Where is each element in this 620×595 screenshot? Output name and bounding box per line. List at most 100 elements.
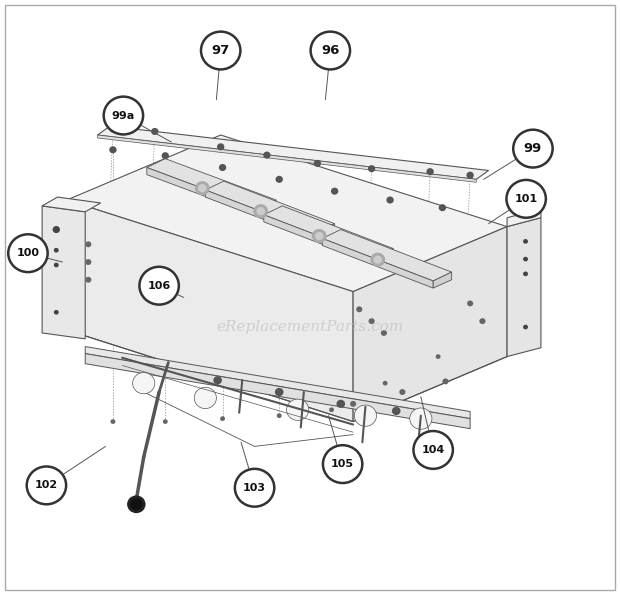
Circle shape — [329, 408, 334, 412]
Circle shape — [127, 496, 146, 513]
Polygon shape — [97, 126, 489, 179]
Circle shape — [315, 232, 324, 240]
Circle shape — [373, 255, 382, 264]
Circle shape — [414, 431, 453, 469]
Text: 99a: 99a — [112, 111, 135, 121]
Polygon shape — [42, 206, 85, 339]
Circle shape — [331, 187, 339, 195]
Circle shape — [109, 146, 117, 154]
Circle shape — [151, 128, 159, 135]
Circle shape — [264, 152, 270, 159]
Text: 97: 97 — [211, 44, 230, 57]
Circle shape — [275, 388, 283, 396]
Text: 99: 99 — [524, 142, 542, 155]
Text: eReplacementParts.com: eReplacementParts.com — [216, 320, 404, 334]
Circle shape — [85, 242, 91, 248]
Polygon shape — [507, 218, 541, 356]
Circle shape — [381, 330, 387, 336]
Polygon shape — [85, 353, 470, 428]
Circle shape — [54, 248, 59, 253]
Circle shape — [257, 207, 265, 215]
Text: 106: 106 — [148, 281, 171, 291]
Circle shape — [219, 164, 226, 171]
Circle shape — [104, 96, 143, 134]
Circle shape — [392, 407, 401, 415]
Circle shape — [8, 234, 48, 272]
Polygon shape — [264, 206, 393, 257]
Text: 105: 105 — [331, 459, 354, 469]
Circle shape — [213, 376, 222, 384]
Circle shape — [217, 143, 224, 151]
Circle shape — [110, 127, 116, 133]
Circle shape — [350, 401, 356, 407]
Circle shape — [410, 408, 432, 429]
Circle shape — [368, 165, 375, 172]
Circle shape — [312, 229, 327, 243]
Circle shape — [368, 318, 374, 324]
Circle shape — [337, 400, 345, 408]
Polygon shape — [353, 227, 507, 422]
Polygon shape — [322, 230, 451, 281]
Circle shape — [27, 466, 66, 505]
Circle shape — [195, 181, 210, 195]
Circle shape — [355, 405, 376, 426]
Circle shape — [140, 267, 179, 305]
Polygon shape — [67, 200, 353, 422]
Polygon shape — [147, 168, 258, 216]
Circle shape — [53, 226, 60, 233]
Polygon shape — [42, 197, 100, 212]
Circle shape — [110, 419, 115, 424]
Circle shape — [466, 171, 474, 178]
Polygon shape — [316, 224, 335, 240]
Circle shape — [194, 387, 216, 409]
Circle shape — [85, 277, 91, 283]
Circle shape — [235, 469, 274, 507]
Circle shape — [399, 389, 405, 395]
Circle shape — [443, 378, 448, 384]
Circle shape — [467, 300, 473, 306]
Circle shape — [311, 32, 350, 70]
Polygon shape — [507, 209, 541, 227]
Circle shape — [427, 168, 434, 175]
Circle shape — [277, 414, 281, 418]
Circle shape — [85, 259, 91, 265]
Circle shape — [356, 306, 362, 312]
Circle shape — [220, 416, 225, 421]
Text: 96: 96 — [321, 44, 340, 57]
Text: 103: 103 — [243, 483, 266, 493]
Polygon shape — [147, 159, 276, 209]
Text: 100: 100 — [17, 248, 40, 258]
Polygon shape — [205, 181, 335, 233]
Circle shape — [133, 372, 155, 394]
Circle shape — [439, 204, 446, 211]
Circle shape — [479, 318, 485, 324]
Circle shape — [54, 262, 59, 267]
Polygon shape — [322, 239, 433, 288]
Text: 102: 102 — [35, 480, 58, 490]
Circle shape — [323, 445, 362, 483]
Circle shape — [198, 184, 206, 192]
Polygon shape — [433, 272, 451, 288]
Polygon shape — [374, 249, 393, 264]
Circle shape — [523, 325, 528, 330]
Circle shape — [513, 130, 552, 168]
Polygon shape — [264, 215, 374, 264]
Circle shape — [314, 160, 321, 167]
Circle shape — [275, 176, 283, 183]
Circle shape — [523, 239, 528, 244]
Polygon shape — [85, 346, 470, 419]
Text: 101: 101 — [515, 194, 538, 204]
Polygon shape — [97, 135, 476, 182]
Circle shape — [383, 381, 388, 386]
Circle shape — [386, 196, 394, 203]
Polygon shape — [205, 190, 316, 240]
Circle shape — [163, 419, 168, 424]
Circle shape — [523, 271, 528, 276]
Polygon shape — [67, 135, 507, 292]
Polygon shape — [258, 200, 276, 216]
Circle shape — [130, 499, 143, 510]
Circle shape — [162, 152, 169, 159]
Circle shape — [54, 310, 59, 315]
Circle shape — [201, 32, 241, 70]
Circle shape — [523, 256, 528, 261]
